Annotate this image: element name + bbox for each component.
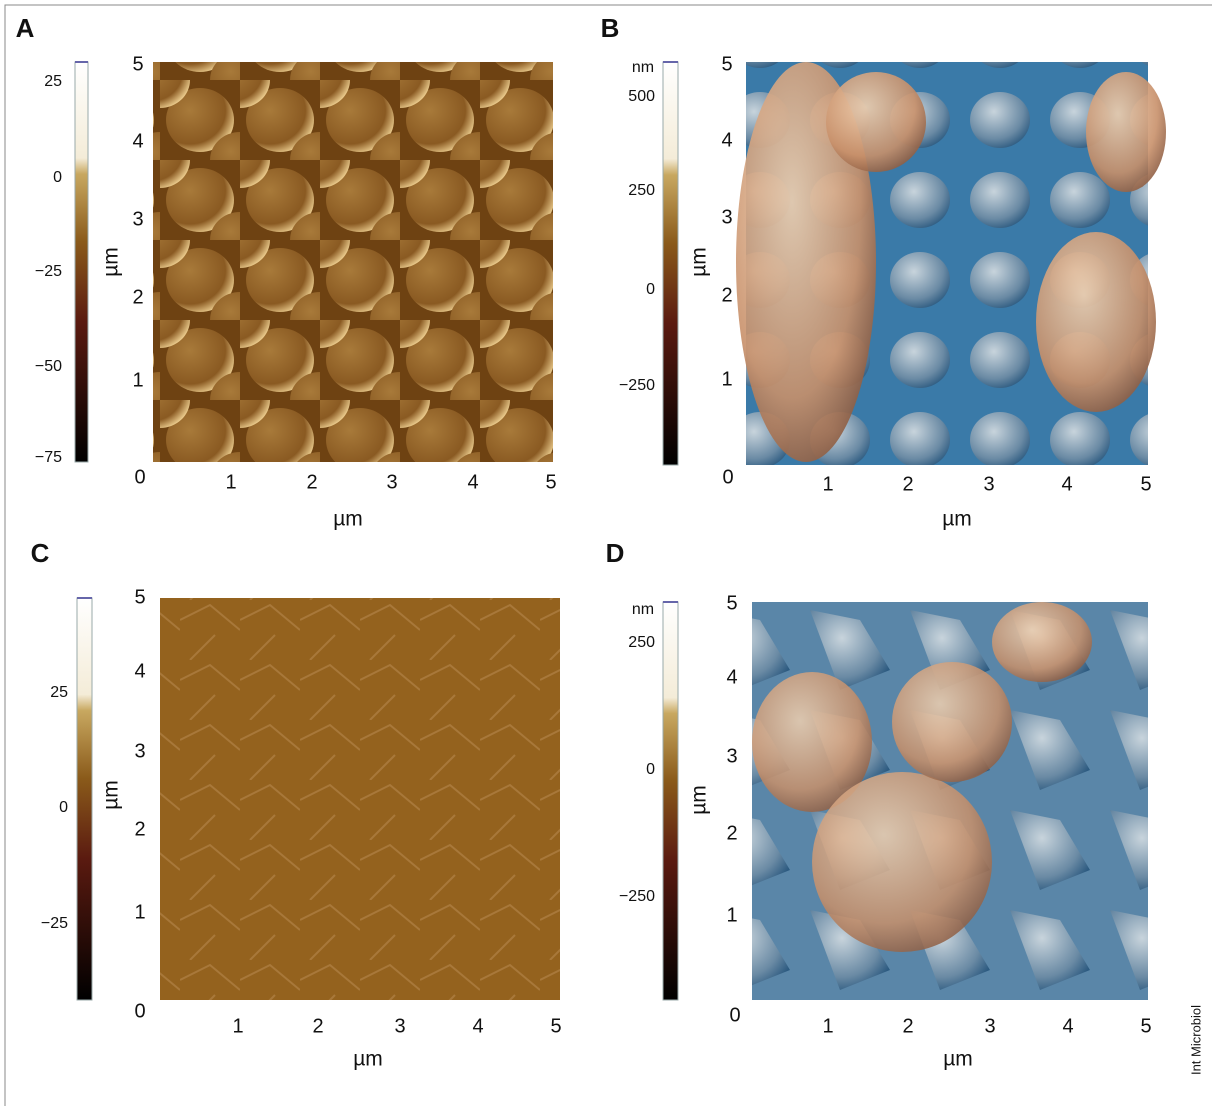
y-tick-label: 3 [721, 206, 732, 228]
y-tick-label: 5 [132, 53, 143, 75]
x-tick-label: 5 [550, 1015, 561, 1037]
x-tick-label: 2 [902, 473, 913, 495]
origin-label: 0 [729, 1004, 740, 1026]
y-tick-label: 2 [726, 822, 737, 844]
colorbar [77, 598, 92, 1000]
x-tick-label: 1 [225, 471, 236, 493]
image-texture [1036, 232, 1156, 412]
y-tick-label: 2 [134, 818, 145, 840]
y-tick-label: 4 [132, 130, 143, 152]
x-tick-label: 3 [984, 1015, 995, 1037]
y-tick-label: 5 [721, 53, 732, 75]
y-axis-label: µm [100, 247, 123, 277]
y-tick-label: 4 [134, 660, 145, 682]
panel: C 25 0 −25 5 4 3 2 1 0 1 2 3 4 5 µm µm [31, 538, 562, 1071]
colorbar-tick-label: −25 [35, 263, 62, 280]
figure: A250−25−50−7554321012345µmµmB5002500−250… [0, 0, 1212, 1106]
x-axis-label: µm [353, 1048, 383, 1071]
origin-label: 0 [134, 466, 145, 488]
y-tick-label: 2 [132, 286, 143, 308]
x-tick-label: 4 [472, 1015, 483, 1037]
image-texture [992, 602, 1092, 682]
y-axis-label: µm [100, 780, 123, 810]
colorbar-tick-label: 25 [44, 73, 62, 90]
y-tick-label: 1 [134, 901, 145, 923]
colorbar-tick-label: 0 [646, 281, 655, 298]
image-texture [1086, 72, 1166, 192]
colorbar-tick-label: 250 [628, 634, 655, 651]
y-tick-label: 1 [132, 369, 143, 391]
panel-label: B [601, 13, 620, 43]
colorbar-tick-label: −25 [41, 915, 68, 932]
x-tick-label: 4 [1062, 1015, 1073, 1037]
source: Int Microbiol [1188, 1005, 1203, 1075]
colorbar-unit: nm [632, 59, 654, 76]
x-tick-label: 4 [1061, 473, 1072, 495]
x-tick-label: 2 [902, 1015, 913, 1037]
y-tick-label: 4 [726, 666, 737, 688]
y-tick-label: 3 [726, 745, 737, 767]
x-tick-label: 2 [306, 471, 317, 493]
origin-label: 0 [134, 1000, 145, 1022]
colorbar-tick-label: −250 [619, 377, 655, 394]
x-axis-label: µm [942, 508, 972, 531]
panel: A 25 0 −25 −50 −75 5 4 3 2 1 0 1 2 3 4 5 µm µm [16, 13, 557, 531]
colorbar-tick-label: 0 [646, 761, 655, 778]
panel-label: A [16, 13, 35, 43]
colorbar [663, 602, 678, 1000]
colorbar-tick-label: 25 [50, 684, 68, 701]
x-axis-label: µm [333, 508, 363, 531]
image-texture [812, 772, 992, 952]
x-tick-label: 5 [1140, 1015, 1151, 1037]
colorbar-tick-label: −50 [35, 358, 62, 375]
x-tick-label: 3 [983, 473, 994, 495]
afm-image [153, 62, 553, 462]
x-tick-label: 3 [386, 471, 397, 493]
y-tick-label: 3 [134, 740, 145, 762]
y-axis-label: µm [688, 785, 711, 815]
x-tick-label: 1 [822, 473, 833, 495]
x-tick-label: 5 [1140, 473, 1151, 495]
colorbar [75, 62, 88, 462]
x-tick-label: 4 [467, 471, 478, 493]
x-tick-label: 1 [822, 1015, 833, 1037]
afm-image [160, 598, 560, 1000]
panel-label: C [31, 538, 50, 568]
y-tick-label: 1 [726, 904, 737, 926]
image-texture [892, 662, 1012, 782]
colorbar-tick-label: −250 [619, 888, 655, 905]
y-tick-label: 4 [721, 129, 732, 151]
colorbar-tick-label: 0 [59, 799, 68, 816]
y-axis-label: µm [688, 247, 711, 277]
origin-label: 0 [722, 466, 733, 488]
colorbar-tick-label: −75 [35, 449, 62, 466]
y-tick-label: 1 [721, 368, 732, 390]
y-tick-label: 5 [726, 592, 737, 614]
panel: B 500 250 0 −250 nm 5 4 3 2 1 0 1 2 3 4 5 µm µm [601, 13, 1166, 531]
y-tick-label: 2 [721, 284, 732, 306]
x-tick-label: 1 [232, 1015, 243, 1037]
panel-label: D [606, 538, 625, 568]
panel: D 250 0 −250 nm 5 4 3 2 1 0 1 2 3 4 5 µm µm [606, 538, 1152, 1071]
colorbar-tick-label: 250 [628, 182, 655, 199]
x-tick-label: 5 [545, 471, 556, 493]
y-tick-label: 3 [132, 208, 143, 230]
x-tick-label: 2 [312, 1015, 323, 1037]
colorbar-tick-label: 500 [628, 88, 655, 105]
y-tick-label: 5 [134, 586, 145, 608]
colorbar-unit: nm [632, 601, 654, 618]
colorbar [663, 62, 678, 465]
image-texture [826, 72, 926, 172]
x-axis-label: µm [943, 1048, 973, 1071]
x-tick-label: 3 [394, 1015, 405, 1037]
colorbar-tick-label: 0 [53, 169, 62, 186]
